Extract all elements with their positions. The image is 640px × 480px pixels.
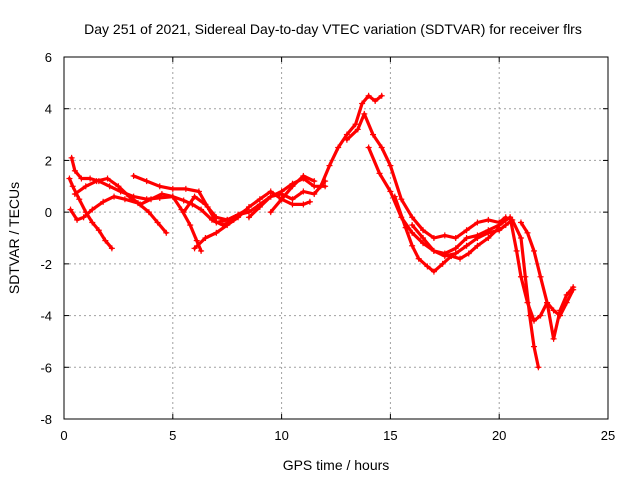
series-markers-track-1 <box>66 175 115 252</box>
x-tick-label: 20 <box>492 428 506 443</box>
series-line-track-14 <box>410 218 541 369</box>
series-markers-track-9 <box>267 172 318 216</box>
series-line-track-10 <box>319 94 384 188</box>
series-markers-track-11 <box>343 110 509 241</box>
series-line-track-1 <box>67 176 114 250</box>
x-tick-label: 10 <box>274 428 288 443</box>
series-line-track-16 <box>519 220 575 341</box>
x-tick-label: 5 <box>169 428 176 443</box>
series-markers-track-6 <box>180 175 329 223</box>
plot-frame <box>63 56 609 420</box>
axis-ticks: 0 5 10 15 20 25 -8 -6 -4 -2 0 2 4 6 <box>40 50 615 443</box>
series-line-track-3 <box>68 195 168 235</box>
y-tick-label: 0 <box>45 205 52 220</box>
series-markers-track-10 <box>317 92 385 190</box>
y-tick-label: -8 <box>40 412 52 427</box>
y-tick-label: 6 <box>45 50 52 65</box>
chart-title: Day 251 of 2021, Sidereal Day-to-day VTE… <box>84 21 582 37</box>
series-markers-track-16 <box>517 219 577 342</box>
x-tick-label: 15 <box>383 428 397 443</box>
y-tick-label: 2 <box>45 153 52 168</box>
x-tick-label: 0 <box>60 428 67 443</box>
series-markers-track-8 <box>245 178 329 221</box>
y-tick-label: -4 <box>40 309 52 324</box>
y-tick-label: -6 <box>40 360 52 375</box>
grid-lines <box>64 57 608 419</box>
y-tick-label: -2 <box>40 257 52 272</box>
x-tick-label: 25 <box>601 428 615 443</box>
x-axis-label: GPS time / hours <box>283 457 390 473</box>
series-markers-track-7 <box>191 188 313 252</box>
y-tick-label: 4 <box>45 102 52 117</box>
data-series <box>66 92 577 371</box>
y-axis-label: SDTVAR / TECUs <box>6 182 22 294</box>
series-markers-track-4 <box>71 175 205 254</box>
series-line-track-11 <box>345 112 508 240</box>
